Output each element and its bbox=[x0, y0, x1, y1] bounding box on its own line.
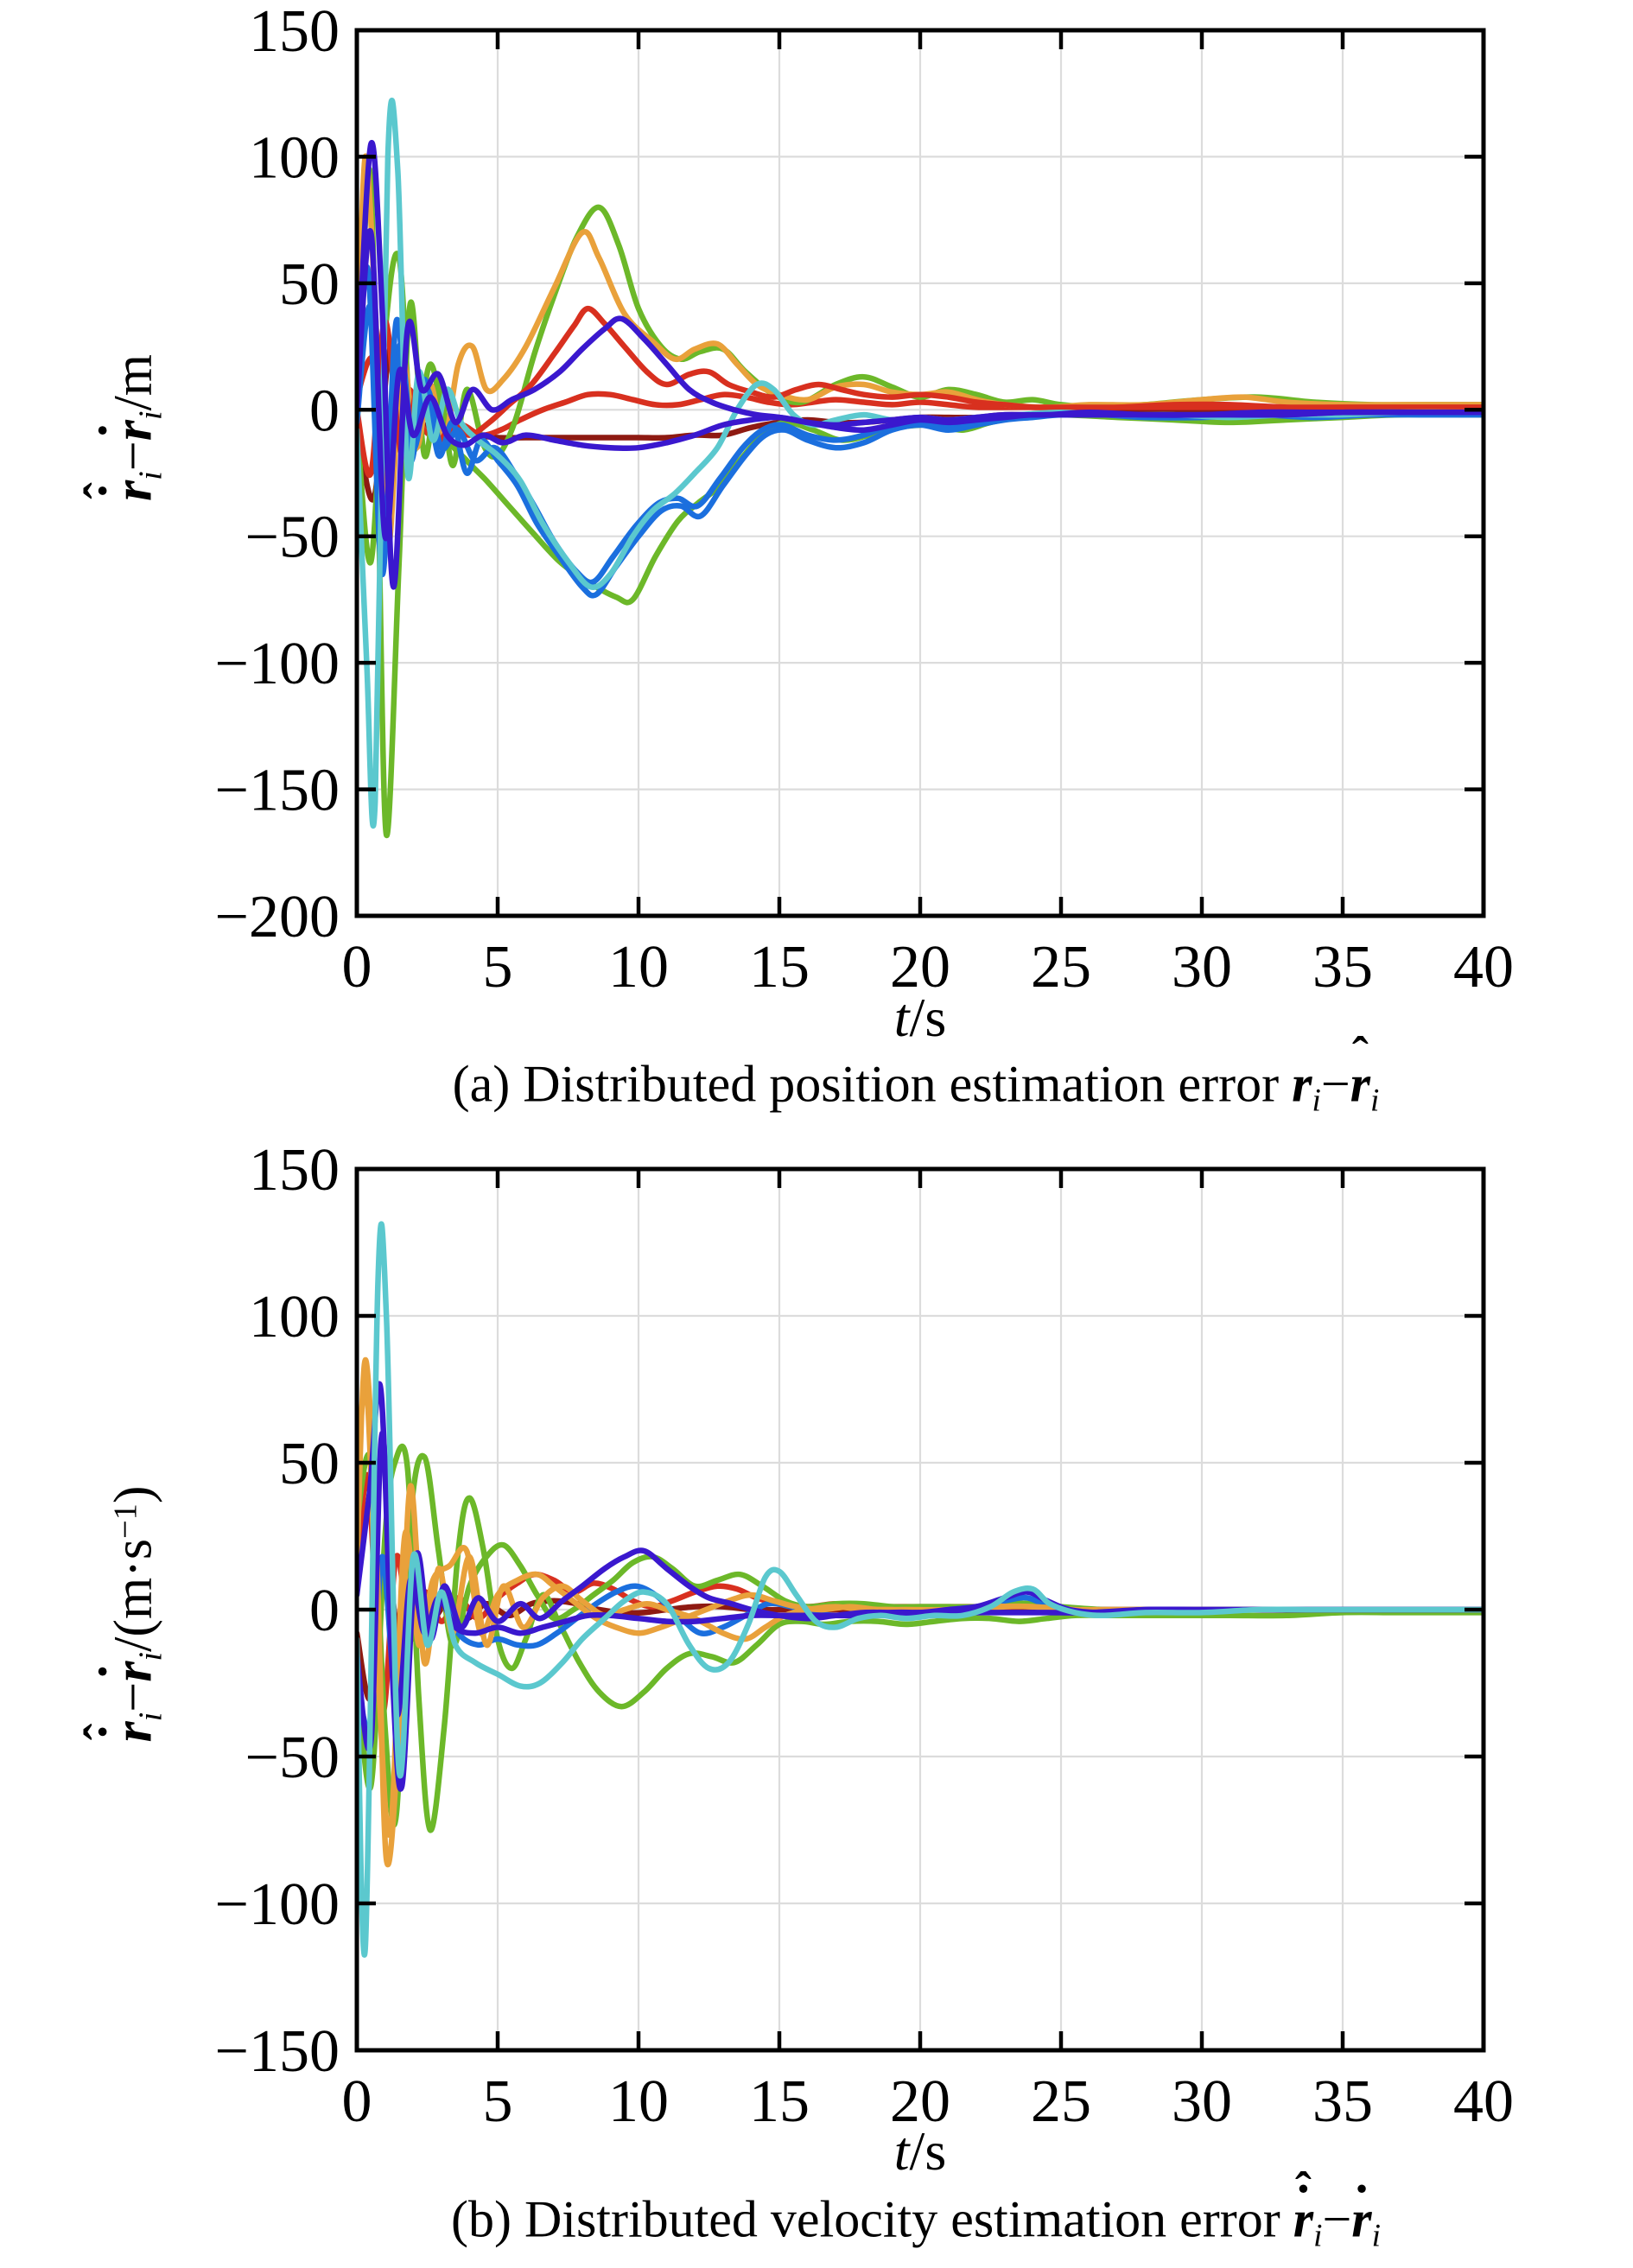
hat-accent: ˆ bbox=[1351, 1026, 1369, 1082]
chart-a: 0 5 10 15 20 25 30 35 40 150 100 50 0 −50 −100 −150 −200 bbox=[215, 0, 1514, 1001]
axes-box bbox=[354, 28, 1486, 918]
r-symbol: r bbox=[1293, 2190, 1314, 2248]
tick-label-x: 10 bbox=[608, 2068, 669, 2135]
unit-text: /s bbox=[909, 2120, 947, 2182]
dot-accent: ˙ bbox=[87, 421, 150, 441]
tick-label-y: −150 bbox=[215, 2018, 340, 2085]
series-group-a bbox=[357, 98, 1484, 838]
dot-accent: ˙ bbox=[87, 481, 150, 500]
subscript-i: i bbox=[132, 1712, 169, 1722]
caption-b: (b) Distributed velocity estimation erro… bbox=[451, 2165, 1381, 2254]
r-symbol: r bbox=[1350, 1055, 1371, 1113]
tick-label-y: 100 bbox=[249, 124, 340, 191]
tick-label-x: 5 bbox=[483, 934, 513, 1001]
tick-label-y: 50 bbox=[279, 251, 340, 318]
tick-label-y: −150 bbox=[215, 758, 340, 824]
y-axis-label-b: ˆ ˙ ri− ˙ ri/(m·s−1) bbox=[74, 1485, 170, 1742]
tick-label-x: 5 bbox=[483, 2068, 513, 2135]
unit-close: ) bbox=[104, 1485, 163, 1504]
series-vel-err-cyan bbox=[357, 1221, 1484, 1958]
r-symbol: r bbox=[1351, 2190, 1372, 2248]
y-axis-label-a: ˆ ˙ ri− ˙ ri/m bbox=[74, 353, 170, 501]
caption-a: (a) Distributed position estimation erro… bbox=[452, 1030, 1380, 1119]
tick-label-x: 35 bbox=[1312, 2068, 1373, 2135]
tick-marks bbox=[357, 1169, 1484, 2050]
tick-label-x: 40 bbox=[1453, 934, 1514, 1001]
tick-label-y: 0 bbox=[309, 1578, 340, 1644]
tick-labels: 0 5 10 15 20 25 30 35 40 150 100 50 0 −50 −100 −150 −200 bbox=[215, 0, 1514, 1001]
subscript-i: i bbox=[1312, 1083, 1321, 1119]
caption-text: (b) Distributed velocity estimation erro… bbox=[451, 2190, 1293, 2248]
tick-label-x: 35 bbox=[1312, 934, 1373, 1001]
tick-label-y: −100 bbox=[215, 631, 340, 697]
unit-text: /s bbox=[909, 987, 947, 1048]
tick-label-y: −50 bbox=[245, 1725, 340, 1791]
tick-label-x: 25 bbox=[1031, 934, 1091, 1001]
subscript-i: i bbox=[132, 1651, 169, 1661]
hat-accent: ˆ bbox=[1294, 2162, 1312, 2217]
tick-label-y: 100 bbox=[249, 1284, 340, 1350]
subscript-i: i bbox=[132, 410, 169, 421]
subscript-i: i bbox=[132, 471, 169, 480]
minus-sign: − bbox=[104, 441, 163, 472]
tick-label-x: 10 bbox=[608, 934, 669, 1001]
tick-label-x: 25 bbox=[1031, 2068, 1091, 2135]
tick-label-y: −200 bbox=[215, 884, 340, 950]
tick-label-x: 40 bbox=[1453, 2068, 1514, 2135]
chart-b: 0 5 10 15 20 25 30 35 40 150 100 50 0 −50 −100 −150 bbox=[215, 1137, 1514, 2135]
unit-exponent: −1 bbox=[107, 1503, 144, 1540]
dot-accent: ˙ bbox=[1352, 2174, 1371, 2235]
unit-text: /(m·s bbox=[104, 1539, 163, 1652]
tick-label-x: 30 bbox=[1172, 934, 1232, 1001]
tick-label-y: −50 bbox=[245, 505, 340, 571]
tick-labels: 0 5 10 15 20 25 30 35 40 150 100 50 0 −50 −100 −150 bbox=[215, 1137, 1514, 2135]
minus-sign: − bbox=[104, 1681, 163, 1712]
minus-sign: − bbox=[1320, 1055, 1350, 1113]
r-symbol: r bbox=[1292, 1055, 1312, 1113]
series-pos-err-violet-1 bbox=[357, 139, 1484, 590]
tick-marks bbox=[357, 30, 1484, 916]
series-group-b bbox=[357, 1221, 1484, 1958]
gridlines bbox=[357, 30, 1484, 916]
x-axis-label-a: t/s bbox=[894, 986, 946, 1050]
dot-accent: ˙ bbox=[1293, 2174, 1312, 2235]
unit-text: /m bbox=[104, 353, 163, 411]
dot-accent: ˙ bbox=[87, 1722, 150, 1742]
tick-label-x: 15 bbox=[749, 934, 810, 1001]
caption-text: (a) Distributed position estimation erro… bbox=[452, 1055, 1293, 1113]
tick-label-x: 30 bbox=[1172, 2068, 1232, 2135]
tick-label-x: 15 bbox=[749, 2068, 810, 2135]
axes-box bbox=[354, 1166, 1486, 2053]
dot-accent: ˙ bbox=[87, 1661, 150, 1681]
tick-label-x: 0 bbox=[342, 934, 372, 1001]
subscript-i: i bbox=[1370, 1083, 1380, 1119]
minus-sign: − bbox=[1322, 2190, 1352, 2248]
tick-label-y: −100 bbox=[215, 1871, 340, 1938]
x-axis-label-b: t/s bbox=[894, 2119, 946, 2183]
tick-label-x: 20 bbox=[890, 934, 950, 1001]
tick-label-y: 0 bbox=[309, 378, 340, 444]
tick-label-y: 50 bbox=[279, 1431, 340, 1497]
tick-label-x: 0 bbox=[342, 2068, 372, 2135]
tick-label-y: 150 bbox=[249, 0, 340, 65]
subscript-i: i bbox=[1371, 2218, 1381, 2254]
series-vel-err-green-1 bbox=[357, 1443, 1484, 1833]
t-symbol: t bbox=[893, 987, 910, 1048]
subscript-i: i bbox=[1313, 2218, 1323, 2254]
tick-label-x: 20 bbox=[890, 2068, 950, 2135]
t-symbol: t bbox=[893, 2120, 910, 2182]
tick-label-y: 150 bbox=[249, 1137, 340, 1204]
